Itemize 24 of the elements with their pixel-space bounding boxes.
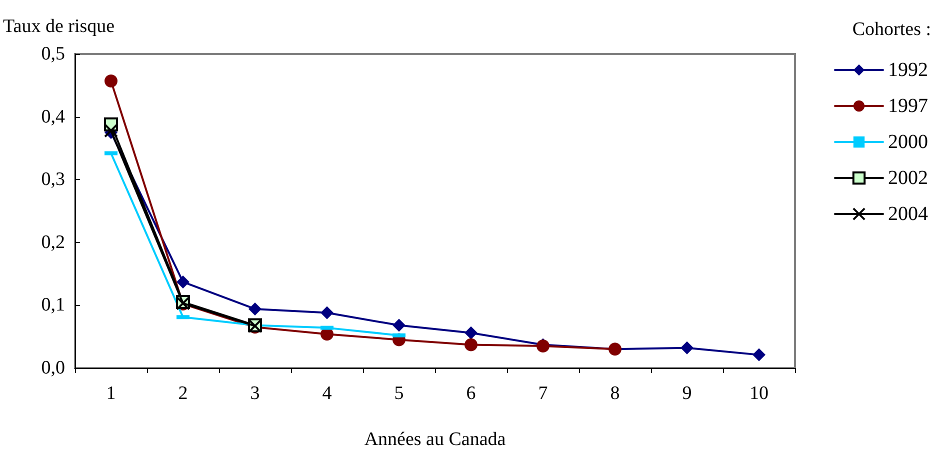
legend-title: Cohortes : — [852, 19, 932, 40]
x-tick-label: 2 — [178, 383, 188, 404]
x-tick-label: 3 — [250, 383, 260, 404]
legend-label: 2002 — [888, 167, 928, 189]
y-tick-label: 0,3 — [41, 169, 65, 190]
x-tick-label: 7 — [538, 383, 548, 404]
legend-label: 2004 — [888, 203, 928, 225]
y-tick-label: 0,5 — [41, 44, 65, 64]
x-tick-label: 1 — [106, 383, 116, 404]
legend-label: 1992 — [888, 59, 928, 81]
x-tick-label: 5 — [394, 383, 404, 404]
legend-label: 1997 — [888, 95, 928, 117]
y-tick-label: 0,4 — [41, 106, 66, 128]
x-tick-label: 6 — [466, 383, 476, 404]
x-tick-label: 8 — [610, 383, 620, 404]
x-tick-label: 4 — [322, 383, 332, 404]
y-tick-label: 0,1 — [41, 294, 65, 316]
y-tick-label: 0,2 — [41, 232, 65, 253]
y-tick-label: 0,0 — [41, 358, 65, 378]
x-tick-label: 10 — [750, 383, 768, 404]
y-axis-title: Taux de risque — [3, 16, 115, 37]
x-tick-label: 9 — [682, 383, 692, 404]
x-axis-title: Années au Canada — [364, 429, 506, 450]
legend-label: 2000 — [888, 131, 928, 153]
